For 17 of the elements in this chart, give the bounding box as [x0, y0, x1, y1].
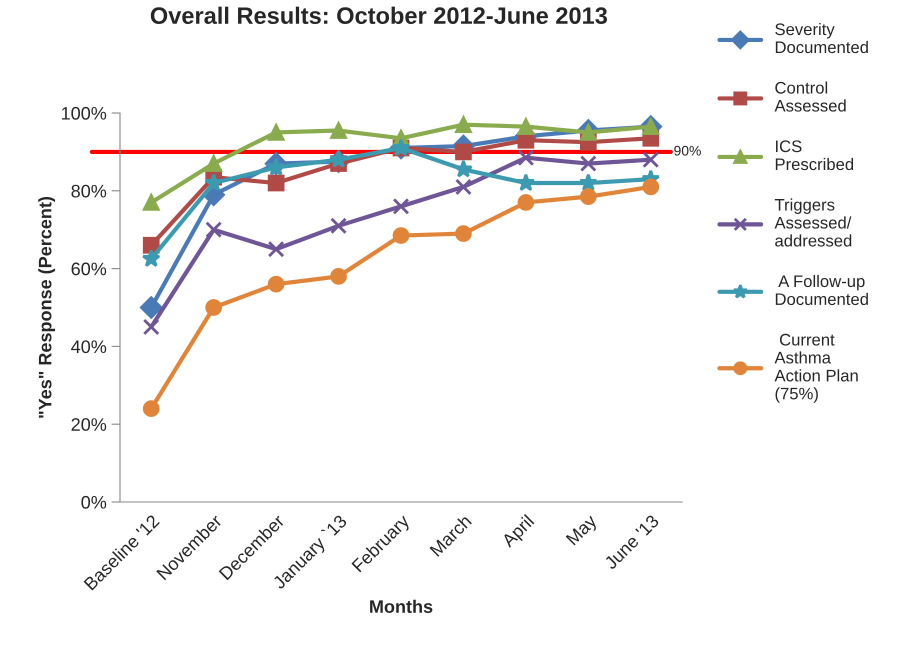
y-tick-label: 100%	[62, 106, 106, 120]
chart-title: Overall Results: October 2012-June 2013	[150, 6, 608, 24]
legend-label: Triggers Assessed/ addressed	[774, 198, 852, 247]
y-tick-label: 0%	[81, 496, 106, 509]
x-tick-label: May	[566, 514, 600, 548]
y-tick-label: 80%	[71, 184, 106, 198]
y-tick-label: 60%	[72, 262, 106, 276]
y-tick-label: 20%	[72, 418, 106, 431]
y-axis-title: "Yes" Response (Percent)	[38, 196, 56, 418]
legend-label: Severity Documented	[775, 22, 868, 54]
x-axis-title: Months	[370, 600, 432, 613]
ref-line-label: 90%	[674, 146, 701, 156]
legend-label: Current Asthma Action Plan (75%)	[774, 334, 858, 403]
legend-label: Control Assessed	[774, 81, 846, 112]
y-tick-label: 40%	[71, 340, 106, 354]
legend-label: ICS Prescribed	[776, 140, 854, 170]
legend-label: A Follow-up Documented	[776, 274, 868, 306]
